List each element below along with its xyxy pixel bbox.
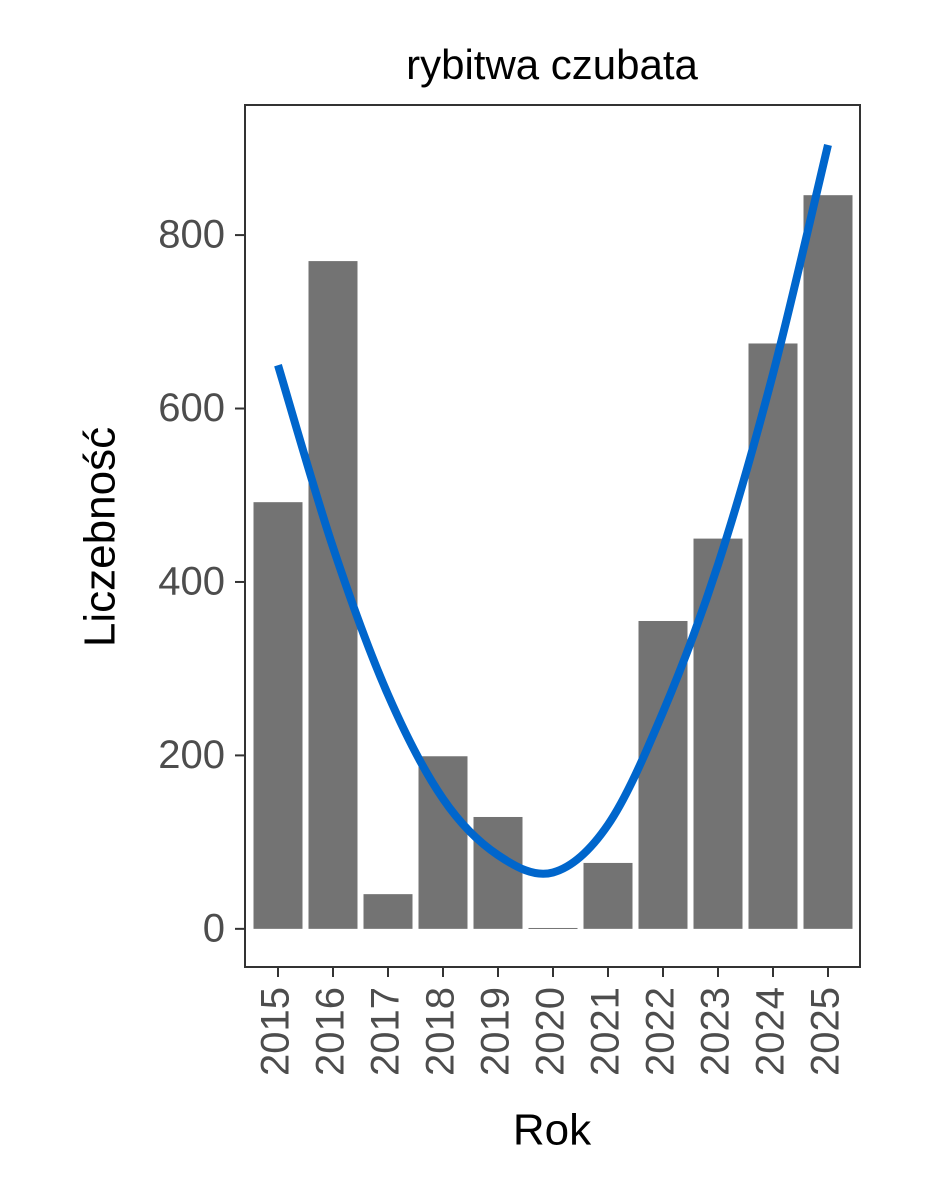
x-tick-label: 2015 — [254, 987, 298, 1076]
chart-title: rybitwa czubata — [406, 41, 698, 88]
panel-border — [244, 104, 861, 968]
bar — [528, 927, 578, 929]
bar — [473, 816, 523, 929]
y-tick-label: 600 — [158, 386, 225, 430]
x-tick-label: 2020 — [529, 987, 573, 1076]
x-tick-label: 2025 — [804, 987, 848, 1076]
bar — [418, 756, 468, 929]
x-tick-label: 2017 — [364, 987, 408, 1076]
x-tick-label: 2016 — [309, 987, 353, 1076]
y-tick-label: 200 — [158, 733, 225, 777]
bar — [803, 195, 853, 929]
bar — [363, 894, 413, 929]
bar — [583, 862, 633, 929]
trend-line — [274, 143, 832, 878]
y-tick-label: 0 — [203, 906, 225, 950]
x-axis-label: Rok — [513, 1106, 592, 1155]
bar — [253, 502, 303, 929]
y-axis-label: Liczebność — [76, 427, 125, 647]
x-tick-label: 2019 — [474, 987, 518, 1076]
x-tick-label: 2018 — [419, 987, 463, 1076]
y-tick-label: 400 — [158, 560, 225, 604]
bar — [693, 538, 743, 929]
y-tick-label: 800 — [158, 213, 225, 257]
x-tick-label: 2022 — [639, 987, 683, 1076]
x-tick-label: 2024 — [749, 987, 793, 1076]
x-tick-label: 2021 — [584, 987, 628, 1076]
x-tick-label: 2023 — [694, 987, 738, 1076]
